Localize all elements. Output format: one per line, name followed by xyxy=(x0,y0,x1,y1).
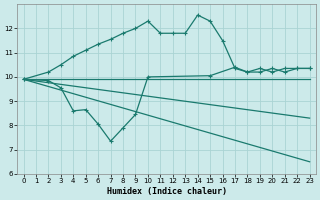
X-axis label: Humidex (Indice chaleur): Humidex (Indice chaleur) xyxy=(107,187,227,196)
